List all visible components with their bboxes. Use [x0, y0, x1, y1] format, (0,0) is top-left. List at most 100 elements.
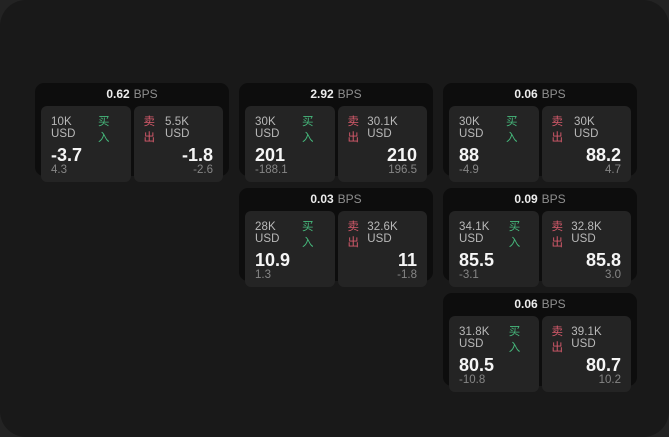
quote-card: 0.09 BPS 34.1K USD 买入 85.5 -3.1 卖出 32.8K…	[443, 188, 637, 287]
quote-panels: 30K USD 买入 201 -188.1 卖出 30.1K USD 210 1…	[245, 106, 427, 182]
bps-value: 0.03	[310, 192, 334, 206]
sell-panel-header: 卖出 30.1K USD	[348, 113, 418, 145]
buy-panel-header: 30K USD 买入	[459, 113, 529, 145]
buy-label: 买入	[508, 326, 521, 354]
sell-panel[interactable]: 卖出 32.6K USD 11 -1.8	[337, 211, 427, 287]
buy-panel-header: 10K USD 买入	[51, 113, 121, 145]
quote-card: 0.06 BPS 30K USD 买入 88 -4.9 卖出 30K USD 8…	[443, 83, 637, 182]
buy-label: 买入	[302, 221, 314, 249]
bps-header: 0.62 BPS	[41, 83, 223, 106]
quote-panels: 10K USD 买入 -3.7 4.3 卖出 5.5K USD -1.8 -2.…	[41, 106, 223, 182]
buy-panel[interactable]: 28K USD 买入 10.9 1.3	[245, 211, 335, 287]
sell-label: 卖出	[143, 116, 156, 144]
bps-header: 0.06 BPS	[449, 293, 631, 316]
sell-panel[interactable]: 卖出 5.5K USD -1.8 -2.6	[133, 106, 223, 182]
sell-panel-header: 卖出 30K USD	[552, 113, 622, 145]
sell-delta: 196.5	[388, 164, 417, 176]
bps-header: 0.09 BPS	[449, 188, 631, 211]
sell-panel-header: 卖出 5.5K USD	[144, 113, 214, 145]
buy-size: 28K USD	[255, 221, 280, 245]
bps-value: 0.06	[514, 297, 538, 311]
sell-size: 30.1K USD	[367, 116, 398, 140]
buy-price: 85.5	[459, 250, 495, 270]
quote-panels: 30K USD 买入 88 -4.9 卖出 30K USD 88.2 4.7	[449, 106, 631, 182]
bps-unit-label: BPS	[133, 87, 158, 101]
buy-label: 买入	[98, 116, 110, 144]
sell-label: 卖出	[551, 221, 564, 249]
buy-panel-header: 28K USD 买入	[255, 218, 325, 250]
bps-value: 0.62	[106, 87, 130, 101]
sell-label: 卖出	[551, 116, 564, 144]
sell-size: 32.8K USD	[571, 221, 602, 245]
sell-price: 11	[397, 250, 417, 270]
buy-price: -3.7	[51, 145, 83, 165]
sell-panel-header: 卖出 32.6K USD	[348, 218, 418, 250]
bps-value: 0.06	[514, 87, 538, 101]
bps-value: 2.92	[310, 87, 334, 101]
sell-price: 88.2	[585, 145, 621, 165]
sell-panel-header: 卖出 32.8K USD	[552, 218, 622, 250]
buy-panel[interactable]: 31.8K USD 买入 80.5 -10.8	[449, 316, 539, 392]
sell-label: 卖出	[347, 116, 360, 144]
sell-delta: -2.6	[193, 164, 213, 176]
sell-delta: -1.8	[397, 269, 417, 281]
sell-size: 32.6K USD	[367, 221, 398, 245]
buy-delta: -10.8	[459, 374, 486, 386]
sell-panel[interactable]: 卖出 32.8K USD 85.8 3.0	[541, 211, 631, 287]
buy-panel[interactable]: 10K USD 买入 -3.7 4.3	[41, 106, 131, 182]
buy-panel[interactable]: 34.1K USD 买入 85.5 -3.1	[449, 211, 539, 287]
sell-panel[interactable]: 卖出 30.1K USD 210 196.5	[337, 106, 427, 182]
bps-header: 0.03 BPS	[245, 188, 427, 211]
sell-panel[interactable]: 卖出 30K USD 88.2 4.7	[541, 106, 631, 182]
sell-price: 80.7	[585, 355, 621, 375]
sell-price: -1.8	[181, 145, 213, 165]
buy-size: 30K USD	[459, 116, 484, 140]
bps-unit-label: BPS	[541, 87, 566, 101]
buy-price: 201	[255, 145, 286, 165]
bps-unit-label: BPS	[541, 192, 566, 206]
quote-panels: 31.8K USD 买入 80.5 -10.8 卖出 39.1K USD 80.…	[449, 316, 631, 392]
sell-label: 卖出	[347, 221, 360, 249]
sell-panel-header: 卖出 39.1K USD	[552, 323, 622, 355]
sell-size: 5.5K USD	[164, 116, 190, 140]
buy-delta: -4.9	[459, 164, 479, 176]
buy-panel-header: 31.8K USD 买入	[459, 323, 529, 355]
buy-delta: 1.3	[255, 269, 271, 281]
buy-panel-header: 30K USD 买入	[255, 113, 325, 145]
buy-label: 买入	[302, 116, 314, 144]
sell-size: 30K USD	[573, 116, 599, 140]
buy-size: 10K USD	[51, 116, 76, 140]
buy-delta: -3.1	[459, 269, 479, 281]
sell-label: 卖出	[551, 326, 564, 354]
buy-price: 10.9	[255, 250, 291, 270]
sell-delta: 3.0	[605, 269, 621, 281]
buy-size: 31.8K USD	[459, 326, 490, 350]
sell-price: 85.8	[585, 250, 621, 270]
quote-panels: 34.1K USD 买入 85.5 -3.1 卖出 32.8K USD 85.8…	[449, 211, 631, 287]
bps-header: 2.92 BPS	[245, 83, 427, 106]
buy-label: 买入	[506, 116, 518, 144]
bps-unit-label: BPS	[337, 192, 362, 206]
buy-panel[interactable]: 30K USD 买入 88 -4.9	[449, 106, 539, 182]
buy-delta: 4.3	[51, 164, 67, 176]
sell-size: 39.1K USD	[571, 326, 602, 350]
cards-grid: 0.62 BPS 10K USD 买入 -3.7 4.3 卖出 5.5K USD…	[35, 83, 637, 392]
buy-label: 买入	[508, 221, 521, 249]
quote-card: 0.03 BPS 28K USD 买入 10.9 1.3 卖出 32.6K US…	[239, 188, 433, 287]
quote-panels: 28K USD 买入 10.9 1.3 卖出 32.6K USD 11 -1.8	[245, 211, 427, 287]
quote-card: 0.62 BPS 10K USD 买入 -3.7 4.3 卖出 5.5K USD…	[35, 83, 229, 182]
buy-panel[interactable]: 30K USD 买入 201 -188.1	[245, 106, 335, 182]
quote-card: 0.06 BPS 31.8K USD 买入 80.5 -10.8 卖出 39.1…	[443, 293, 637, 392]
bps-header: 0.06 BPS	[449, 83, 631, 106]
sell-delta: 4.7	[605, 164, 621, 176]
quote-card: 2.92 BPS 30K USD 买入 201 -188.1 卖出 30.1K …	[239, 83, 433, 182]
sell-delta: 10.2	[598, 374, 621, 386]
sell-price: 210	[386, 145, 417, 165]
buy-panel-header: 34.1K USD 买入	[459, 218, 529, 250]
bps-unit-label: BPS	[541, 297, 566, 311]
buy-size: 30K USD	[255, 116, 280, 140]
sell-panel[interactable]: 卖出 39.1K USD 80.7 10.2	[541, 316, 631, 392]
buy-size: 34.1K USD	[459, 221, 490, 245]
buy-price: 80.5	[459, 355, 495, 375]
